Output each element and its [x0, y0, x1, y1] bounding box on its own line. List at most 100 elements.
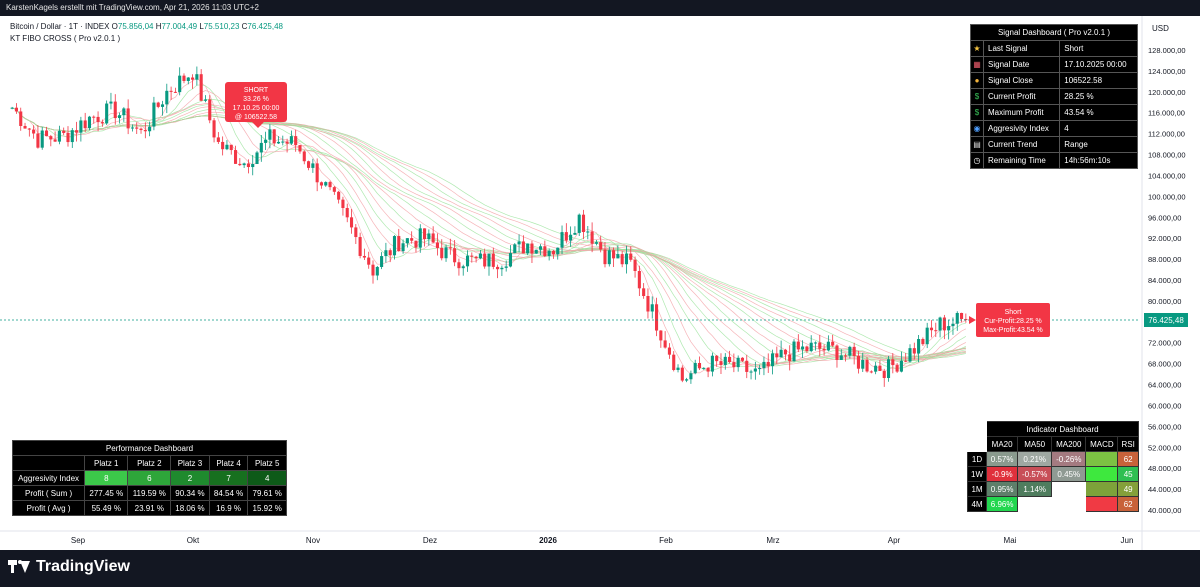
price-tick: 124.000,00 — [1148, 67, 1186, 76]
candle-body — [852, 346, 856, 356]
candle-body — [779, 349, 783, 358]
price-tick: 64.000,00 — [1148, 381, 1181, 390]
candle-body — [281, 141, 285, 143]
indicator-cell: 62 — [1117, 496, 1139, 512]
candle-body — [663, 340, 667, 348]
price-tick: 80.000,00 — [1148, 297, 1181, 306]
price-chart[interactable]: 128.000,00 124.000,00 120.000,00 116.000,00… — [0, 16, 1200, 550]
candle-body — [319, 182, 324, 186]
candle-body — [203, 99, 208, 101]
candle-body — [551, 250, 555, 255]
candle-body — [642, 288, 646, 297]
candle-body — [929, 327, 934, 331]
signal-label-line2: 33.26 % — [243, 96, 269, 103]
candle-body — [826, 341, 830, 351]
time-tick: Apr — [888, 536, 901, 545]
candle-body — [384, 250, 388, 257]
candle-body — [796, 341, 800, 350]
candle-body — [818, 342, 822, 349]
footer-bar — [0, 550, 1200, 587]
candle-body — [57, 130, 61, 142]
ribbon-line — [11, 107, 966, 361]
signal-row-value: 43.54 % — [1059, 104, 1138, 121]
candle-body — [195, 74, 199, 80]
candle-body — [715, 355, 719, 362]
candle-body — [285, 141, 289, 144]
candle-body — [878, 365, 882, 371]
candle-body — [955, 312, 959, 324]
candle-body — [521, 241, 525, 254]
candle-body — [148, 126, 152, 132]
candle-body — [844, 355, 848, 357]
candle-body — [809, 342, 813, 352]
signal-dashboard: Signal Dashboard ( Pro v2.0.1 ) ★ Last Si… — [970, 24, 1138, 169]
chart-legend: Bitcoin / Dollar · 1T · INDEX O75.856,04… — [10, 22, 283, 43]
candle-body — [233, 150, 238, 164]
candle-body — [526, 243, 530, 254]
perf-column-header: Platz 5 — [247, 455, 287, 471]
price-tick: 120.000,00 — [1148, 88, 1186, 97]
chart-frame[interactable]: 128.000,00 124.000,00 120.000,00 116.000,00… — [0, 16, 1200, 550]
candle-body — [848, 346, 852, 356]
candle-body — [160, 104, 165, 107]
calendar-icon: ▦ — [970, 56, 984, 73]
signal-label: SHORT 33.26 % 17.10.25 00:00 @ 106522.58 — [225, 82, 287, 128]
candle-body — [332, 187, 336, 192]
candle-body — [740, 357, 745, 361]
indicator-column-header: MA50 — [1017, 436, 1053, 452]
candle-body — [685, 379, 689, 381]
candle-body — [337, 191, 341, 200]
perf-row-label: Profit ( Avg ) — [11, 500, 86, 516]
candle-body — [272, 129, 276, 144]
indicator-cell: 6.96% — [986, 496, 1019, 512]
indicator-cell: 45 — [1117, 466, 1139, 482]
signal-row-label: Current Profit — [982, 88, 1061, 105]
candle-body — [246, 163, 250, 168]
perf-cell: 2 — [170, 470, 210, 486]
candle-body — [130, 127, 134, 129]
candle-body — [324, 182, 328, 186]
candle-body — [44, 130, 49, 137]
indicator-column-header: MACD — [1085, 436, 1119, 452]
candle-body — [255, 152, 259, 165]
price-tick: 56.000,00 — [1148, 422, 1181, 431]
candle-body — [813, 342, 818, 344]
candle-body — [667, 347, 671, 355]
candle-body — [951, 323, 955, 327]
candle-body — [607, 250, 611, 265]
price-tick: 68.000,00 — [1148, 360, 1181, 369]
candle-body — [487, 253, 491, 267]
candle-body — [861, 359, 865, 369]
candle-body — [105, 103, 109, 124]
candle-body — [191, 77, 195, 80]
candles — [10, 66, 968, 387]
perf-column-header: Platz 4 — [208, 455, 249, 471]
candle-body — [822, 348, 826, 351]
candle-body — [603, 249, 607, 265]
current-label-line2: Cur-Profit:28.25 % — [984, 318, 1042, 325]
candle-body — [633, 259, 637, 271]
indicator-dashboard-title: Indicator Dashboard — [986, 421, 1139, 437]
candle-body — [315, 163, 319, 183]
perf-cell: 8 — [84, 470, 129, 486]
perf-cell: 79.61 % — [247, 485, 287, 501]
candle-body — [805, 346, 809, 352]
candle-body — [32, 129, 36, 134]
price-tick: 44.000,00 — [1148, 485, 1181, 494]
indicator-cell — [1085, 466, 1119, 482]
candle-body — [169, 90, 173, 92]
candle-body — [483, 253, 487, 267]
candle-body — [461, 266, 465, 269]
price-tick: 88.000,00 — [1148, 255, 1181, 264]
candle-body — [182, 75, 186, 81]
perf-cell: 16.9 % — [208, 500, 249, 516]
candle-body — [736, 357, 740, 368]
candle-body — [543, 246, 547, 257]
candle-body — [573, 232, 577, 235]
signal-dashboard-title: Signal Dashboard ( Pro v2.0.1 ) — [970, 24, 1138, 41]
candle-body — [783, 349, 787, 355]
candle-body — [259, 142, 263, 153]
signal-row-label: Signal Date — [982, 56, 1061, 73]
candle-body — [474, 256, 478, 259]
candle-body — [397, 236, 401, 252]
